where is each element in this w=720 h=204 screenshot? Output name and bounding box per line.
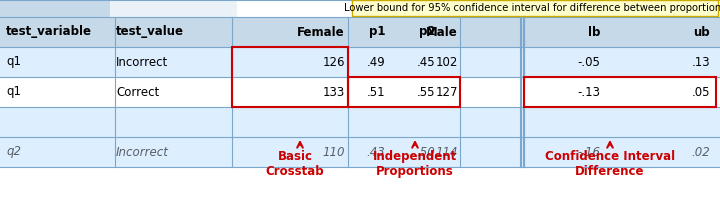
- Text: -.13: -.13: [577, 85, 600, 99]
- Bar: [0, 0, 110, 17]
- Bar: [0, 47, 720, 77]
- Text: -.05: -.05: [577, 55, 600, 69]
- Text: .51: .51: [366, 85, 385, 99]
- Text: q1: q1: [6, 55, 21, 69]
- Text: 114: 114: [436, 145, 458, 159]
- Text: test_value: test_value: [116, 26, 184, 39]
- Bar: [0, 137, 720, 167]
- Text: .55: .55: [416, 85, 435, 99]
- Bar: [0, 107, 720, 137]
- Text: lb: lb: [588, 26, 600, 39]
- Bar: [0, 17, 720, 47]
- Text: .13: .13: [691, 55, 710, 69]
- Text: 126: 126: [323, 55, 345, 69]
- Text: Incorrect: Incorrect: [116, 145, 169, 159]
- Text: p1: p1: [369, 26, 385, 39]
- Text: Lower bound for 95% confidence interval for difference between proportions: Lower bound for 95% confidence interval …: [343, 3, 720, 13]
- Text: ub: ub: [693, 26, 710, 39]
- Text: 127: 127: [436, 85, 458, 99]
- Text: Female: Female: [297, 26, 345, 39]
- Bar: [524, 77, 716, 107]
- Text: Male: Male: [426, 26, 458, 39]
- Text: Confidence Interval
Difference: Confidence Interval Difference: [545, 150, 675, 178]
- Text: .49: .49: [366, 55, 385, 69]
- Text: 110: 110: [323, 145, 345, 159]
- Text: .45: .45: [416, 55, 435, 69]
- Text: 133: 133: [323, 85, 345, 99]
- Text: .50: .50: [416, 145, 435, 159]
- Text: p2: p2: [418, 26, 435, 39]
- Text: Correct: Correct: [116, 85, 159, 99]
- Text: q2: q2: [6, 145, 21, 159]
- Text: .05: .05: [691, 85, 710, 99]
- Bar: [110, 0, 237, 17]
- Text: Basic
Crosstab: Basic Crosstab: [266, 150, 324, 178]
- Text: 102: 102: [436, 55, 458, 69]
- Bar: [0, 77, 720, 107]
- Text: .43: .43: [366, 145, 385, 159]
- Bar: [352, 0, 718, 16]
- Text: q1: q1: [6, 85, 21, 99]
- Text: Incorrect: Incorrect: [116, 55, 168, 69]
- Bar: [232, 47, 348, 107]
- Bar: [348, 77, 460, 107]
- Text: .02: .02: [691, 145, 710, 159]
- Text: test_variable: test_variable: [6, 26, 92, 39]
- Text: Independent
Proportions: Independent Proportions: [373, 150, 457, 178]
- Text: -.16: -.16: [577, 145, 600, 159]
